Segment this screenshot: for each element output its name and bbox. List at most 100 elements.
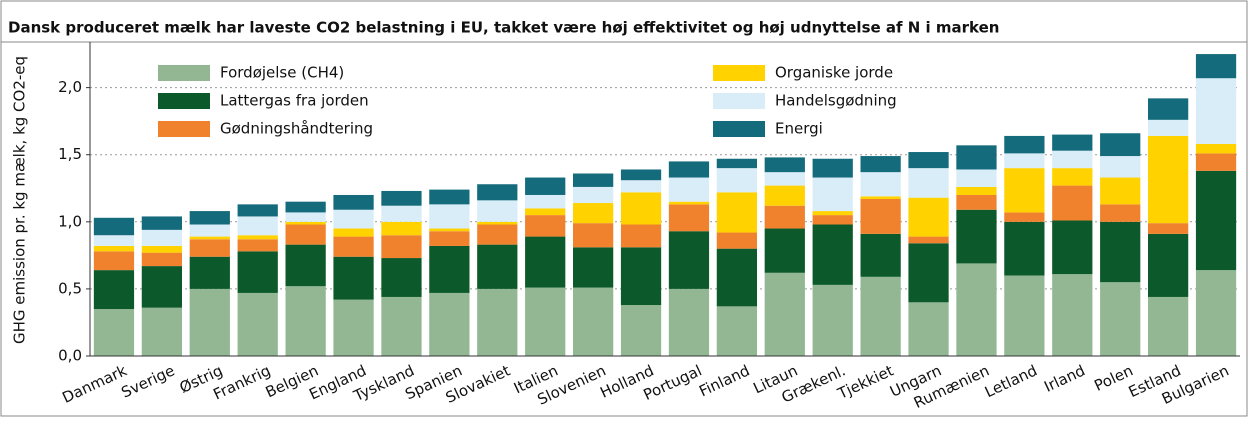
bar-segment [429,245,470,293]
bar-segment [381,205,422,222]
y-tick-label: 1,0 [58,212,82,230]
legend-label: Gødningshåndtering [220,120,373,138]
bar-segment [189,224,230,237]
legend-label: Handelsgødning [775,92,897,110]
bar-segment [1195,54,1237,79]
bar-segment [1004,275,1045,356]
legend-label: Organiske jorde [775,64,893,82]
bar-segment [764,272,805,356]
bar-segment [429,189,470,205]
y-axis-label: GHG emission pr. kg mælk, kg CO2-eq [11,56,29,344]
bar-segment [1148,223,1189,234]
bar-segment [668,288,710,356]
legend-label: Fordøjelse (CH4) [220,64,344,82]
bar-segment [381,235,422,259]
bar-segment [429,228,470,232]
bar-segment [333,256,374,300]
bar-segment [285,224,326,245]
bar-segment [860,172,901,197]
bar-segment [1100,156,1141,178]
bar-segment [237,292,278,356]
bar-segment [812,224,853,285]
bar-segment [525,287,566,356]
chart-title: Dansk produceret mælk har laveste CO2 be… [8,19,999,37]
bar-segment [956,194,997,210]
bar-segment [525,208,566,216]
bar-segment [1004,153,1045,169]
legend-label: Energi [775,120,823,138]
legend-swatch [713,65,765,81]
bar-segment [668,204,710,232]
bar-segment [237,216,278,236]
bar-segment [429,204,470,229]
y-tick-label: 1,5 [58,145,82,163]
bar-segment [1148,296,1189,356]
bar-segment [285,286,326,356]
bar-segment [908,197,949,237]
bar-segment [860,196,901,199]
bar-segment [573,173,614,187]
legend-label: Lattergas fra jorden [220,92,369,110]
bar-segment [812,215,853,225]
bar-segment [1004,135,1045,154]
bar-segment [93,251,135,271]
bar-segment [237,235,278,240]
bar-segment [1004,212,1045,222]
bar-segment [1195,143,1237,154]
bar-segment [189,239,230,257]
bar-segment [620,247,662,306]
bar-segment [620,305,662,356]
bar-segment [333,209,374,229]
bar-segment [956,169,997,187]
bar-segment [333,194,374,210]
bar-segment [1052,150,1093,169]
bar-segment [477,224,518,245]
x-tick-label: Letland [982,361,1040,401]
bar-segment [237,239,278,252]
bar-segment [668,177,710,202]
legend-swatch [713,93,765,109]
bar-segment [141,229,182,246]
bar-segment [1100,221,1141,283]
legend-swatch [713,121,765,137]
y-tick-label: 2,0 [58,78,82,96]
bar-segment [764,205,805,229]
bar-segment [573,223,614,248]
bar-segment [668,231,710,289]
bar-segment [908,236,949,244]
bar-segment [860,156,901,173]
bar-segment [1195,170,1237,271]
bar-segment [333,299,374,356]
bar-segment [429,292,470,356]
bar-segment [381,258,422,297]
legend-swatch [158,65,210,81]
y-tick-label: 0,0 [58,347,82,365]
bar-segment [573,203,614,224]
bar-segment [381,296,422,356]
x-tick-label: Sverige [118,361,177,401]
bar-segment [716,306,757,356]
bar-segment [1004,221,1045,276]
bar-segment [189,288,230,356]
bar-segment [860,199,901,234]
bar-segment [956,186,997,195]
bar-segment [620,224,662,248]
bar-segment [477,244,518,289]
bar-segment [1052,274,1093,356]
bar-segment [285,212,326,222]
bar-segment [285,244,326,287]
bar-segment [93,217,135,236]
bar-segment [1148,135,1189,224]
bar-segment [1100,204,1141,222]
bar-segment [189,256,230,289]
bar-segment [1100,282,1141,356]
bar-segment [573,186,614,204]
bar-segment [93,309,135,356]
bar-segment [764,185,805,206]
bar-segment [141,266,182,308]
bar-segment [93,270,135,310]
bar-segment [333,236,374,257]
bar-segment [429,231,470,246]
bar-segment [1004,168,1045,213]
bar-segment [141,307,182,356]
